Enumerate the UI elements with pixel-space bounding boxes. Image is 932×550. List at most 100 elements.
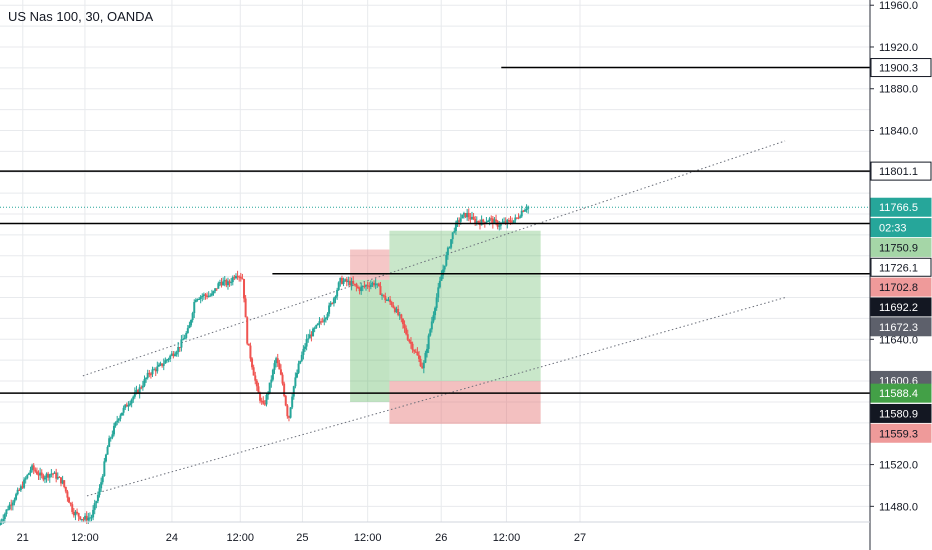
- price-tag-text: 11702.8: [879, 282, 918, 294]
- time-tick-label: 21: [17, 532, 29, 544]
- candle-body: [419, 358, 422, 367]
- candle-body: [286, 405, 289, 417]
- candle-body: [182, 339, 185, 341]
- candle-body: [124, 404, 127, 408]
- candle-body: [196, 299, 199, 301]
- loss-zone: [389, 381, 541, 424]
- candle-body: [104, 454, 107, 462]
- candle-body: [429, 329, 432, 336]
- candle-body: [18, 489, 21, 491]
- candle-body: [13, 499, 16, 503]
- price-tag[interactable]: 11559.3: [870, 423, 932, 443]
- candle-body: [523, 209, 526, 212]
- price-tag-text: 11726.1: [879, 262, 918, 274]
- price-tag-bg: [870, 237, 932, 257]
- candle-body: [411, 343, 414, 351]
- price-tick-label: 11480.0: [879, 501, 918, 513]
- candle-body: [438, 280, 441, 288]
- candle-body: [257, 386, 260, 394]
- candle-body: [328, 305, 331, 314]
- candle-body: [21, 486, 24, 488]
- price-tag[interactable]: 11580.9: [870, 403, 932, 423]
- price-labels[interactable]: 11900.3 11801.1 11766.5 02:33 11750.9 11726.1…: [870, 58, 932, 443]
- candle-body: [161, 363, 164, 366]
- candle-body: [225, 280, 228, 286]
- candle-body: [493, 219, 496, 224]
- candle-body: [117, 418, 120, 421]
- candle-body: [69, 502, 72, 505]
- candle-body: [233, 277, 236, 279]
- candle-body: [299, 360, 302, 364]
- candle-body: [329, 302, 332, 306]
- candle-body: [60, 477, 63, 484]
- candle-body: [129, 403, 132, 405]
- time-tick-label: 12:00: [71, 532, 99, 544]
- price-tag[interactable]: 11750.9: [870, 237, 932, 257]
- candle-body: [451, 232, 454, 240]
- candle-body: [222, 281, 225, 286]
- candle-body: [58, 476, 61, 478]
- price-tag-bg: [870, 277, 932, 297]
- candle-body: [185, 333, 188, 338]
- candle-body: [199, 296, 202, 299]
- candle-body: [243, 278, 246, 299]
- loss-zone: [350, 249, 390, 280]
- candle-body: [308, 334, 311, 339]
- candle-body: [32, 465, 35, 470]
- price-tag[interactable]: 11801.1: [870, 161, 932, 181]
- candle-body: [252, 367, 255, 376]
- candle-body: [310, 334, 313, 337]
- candle-body: [157, 364, 160, 367]
- candle-body: [480, 219, 483, 226]
- candle-body: [291, 396, 294, 408]
- trend-line: [82, 140, 786, 377]
- price-tag[interactable]: 11766.5: [870, 197, 932, 217]
- candle-body: [488, 218, 491, 222]
- candle-body: [138, 387, 141, 394]
- candle-body: [294, 377, 297, 387]
- candle-body: [92, 509, 95, 518]
- candle-body: [360, 286, 363, 292]
- candle-body: [352, 281, 355, 284]
- price-tick-label: 11920.0: [879, 42, 918, 54]
- candle-body: [226, 281, 229, 286]
- candle-body: [228, 281, 231, 283]
- candle-body: [85, 515, 88, 521]
- price-tag[interactable]: 11726.1: [870, 257, 932, 277]
- candle-body: [56, 476, 59, 479]
- candle-body: [456, 220, 459, 223]
- candle-body: [31, 465, 34, 471]
- price-tag[interactable]: 11588.4: [870, 383, 932, 403]
- candle-body: [350, 281, 353, 286]
- candle-body: [212, 291, 215, 294]
- candle-body: [427, 335, 430, 349]
- candle-body: [61, 480, 64, 484]
- candle-body: [140, 387, 143, 389]
- candle-body: [90, 517, 93, 519]
- candle-body: [487, 221, 490, 223]
- candle-body: [236, 275, 239, 277]
- candle-body: [8, 504, 11, 510]
- price-tag-bg: [870, 197, 932, 217]
- candle-body: [214, 288, 217, 292]
- candle-body: [191, 313, 194, 321]
- price-tag-text: 11750.9: [879, 242, 918, 254]
- price-tag-text: 11801.1: [879, 166, 918, 178]
- candle-body: [382, 294, 385, 296]
- candle-body: [72, 511, 75, 516]
- candle-body: [365, 285, 368, 287]
- price-tag[interactable]: 11692.2: [870, 297, 932, 317]
- candle-body: [475, 220, 478, 224]
- price-tag[interactable]: 11702.8: [870, 277, 932, 297]
- candle-body: [522, 210, 525, 212]
- candle-body: [95, 501, 98, 504]
- candle-body: [515, 217, 518, 219]
- candle-body: [437, 287, 440, 298]
- trade-boxes: [350, 230, 541, 424]
- price-tag[interactable]: 02:33: [870, 218, 932, 238]
- price-tag[interactable]: 11672.3: [870, 317, 932, 337]
- candle-body: [371, 282, 374, 285]
- price-tag[interactable]: 11900.3: [870, 58, 932, 78]
- price-tag-bg: [870, 257, 932, 277]
